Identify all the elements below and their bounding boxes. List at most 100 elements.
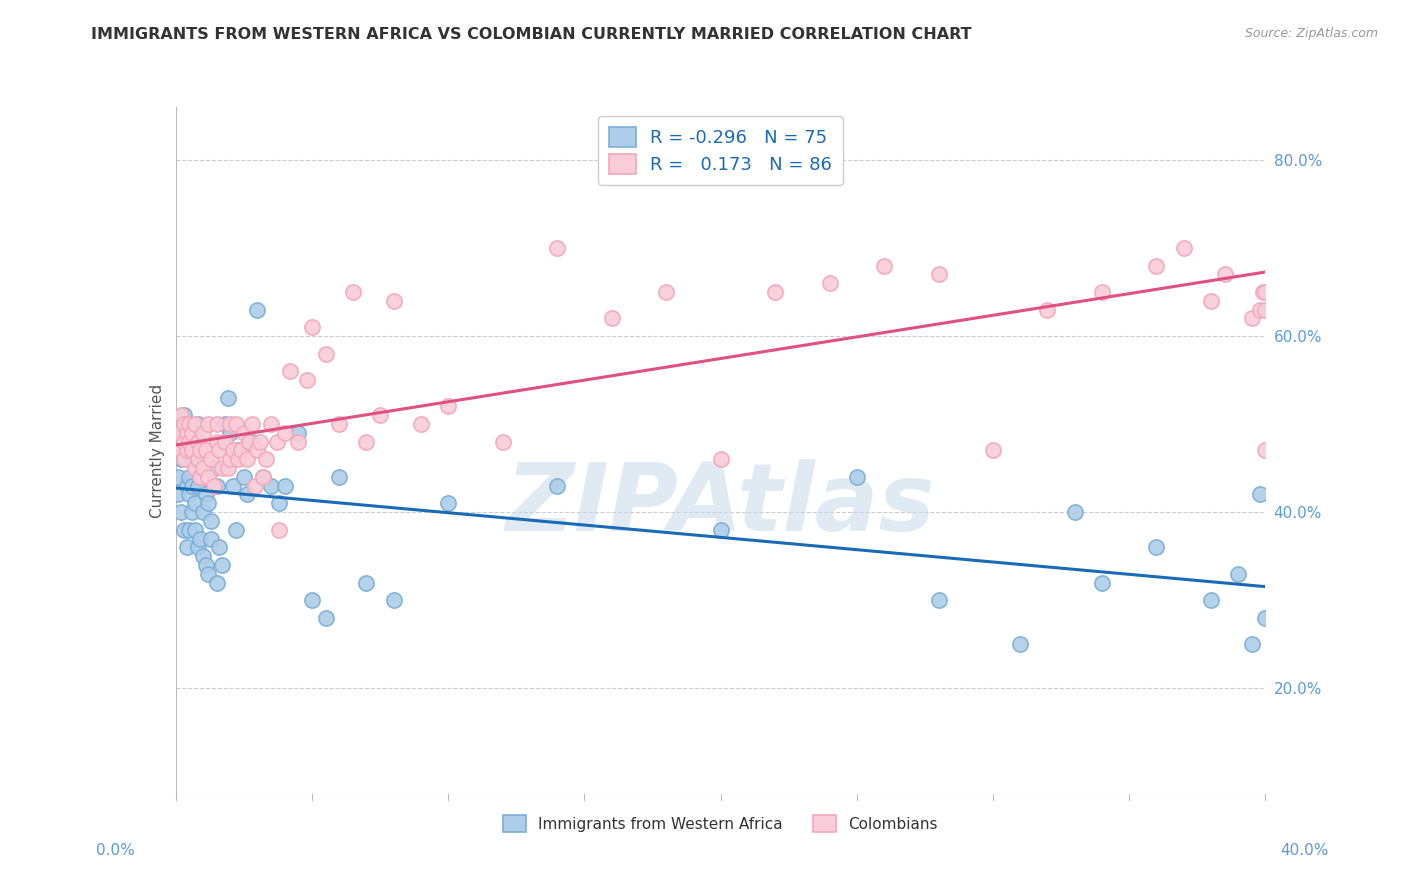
Point [184,461,207,475]
Point [219,417,242,431]
Point [243,478,266,492]
Point [1091,285,1114,299]
Point [179,434,201,449]
Point [1249,302,1271,317]
Point [328,470,350,484]
Point [186,478,209,492]
Point [194,487,217,501]
Point [763,285,786,299]
Point [1173,241,1195,255]
Point [217,391,239,405]
Point [202,461,225,475]
Point [437,496,460,510]
Point [301,593,323,607]
Point [235,487,257,501]
Point [179,487,201,501]
Point [409,417,432,431]
Point [214,434,236,449]
Point [222,478,245,492]
Point [167,487,190,501]
Point [167,425,190,440]
Point [356,434,378,449]
Point [928,593,950,607]
Point [252,470,274,484]
Point [252,470,274,484]
Point [818,276,841,290]
Point [382,593,405,607]
Point [186,417,209,431]
Point [873,259,896,273]
Point [170,505,193,519]
Point [205,434,228,449]
Point [211,461,233,475]
Point [170,452,193,467]
Point [179,523,201,537]
Point [368,409,391,423]
Point [1227,82,1250,96]
Legend: Immigrants from Western Africa, Colombians: Immigrants from Western Africa, Colombia… [494,806,948,841]
Point [287,434,309,449]
Point [546,478,568,492]
Point [176,443,198,458]
Point [225,523,247,537]
Point [179,470,201,484]
Point [197,417,219,431]
Point [208,541,231,555]
Point [219,425,242,440]
Point [981,443,1004,458]
Point [269,496,291,510]
Point [167,443,190,458]
Point [205,417,228,431]
Point [238,434,260,449]
Point [217,461,239,475]
Point [240,417,263,431]
Point [1251,285,1274,299]
Point [1227,566,1250,581]
Point [260,417,283,431]
Y-axis label: Currently Married: Currently Married [149,384,165,517]
Point [176,443,198,458]
Point [342,285,364,299]
Point [194,558,217,572]
Point [181,443,204,458]
Point [188,470,211,484]
Point [173,452,195,467]
Point [188,470,211,484]
Point [194,443,217,458]
Text: IMMIGRANTS FROM WESTERN AFRICA VS COLOMBIAN CURRENTLY MARRIED CORRELATION CHART: IMMIGRANTS FROM WESTERN AFRICA VS COLOMB… [91,27,972,42]
Point [1144,541,1167,555]
Point [382,293,405,308]
Point [655,285,678,299]
Point [1249,487,1271,501]
Point [197,470,219,484]
Point [191,461,214,475]
Point [240,434,263,449]
Point [1254,285,1277,299]
Point [301,320,323,334]
Text: 40.0%: 40.0% [1281,843,1329,858]
Point [246,302,269,317]
Point [176,417,198,431]
Point [176,425,198,440]
Point [1240,311,1263,326]
Point [845,470,868,484]
Point [356,575,378,590]
Point [232,470,254,484]
Text: ZIPAtlas: ZIPAtlas [506,459,935,551]
Point [181,425,204,440]
Point [191,505,214,519]
Text: 0.0%: 0.0% [96,843,135,858]
Point [173,434,195,449]
Point [492,434,515,449]
Point [191,425,214,440]
Point [200,452,222,467]
Point [231,443,253,458]
Point [173,417,195,431]
Point [208,443,231,458]
Point [546,241,568,255]
Point [1063,505,1085,519]
Point [167,434,190,449]
Point [1254,611,1277,625]
Point [181,478,204,492]
Point [1036,302,1059,317]
